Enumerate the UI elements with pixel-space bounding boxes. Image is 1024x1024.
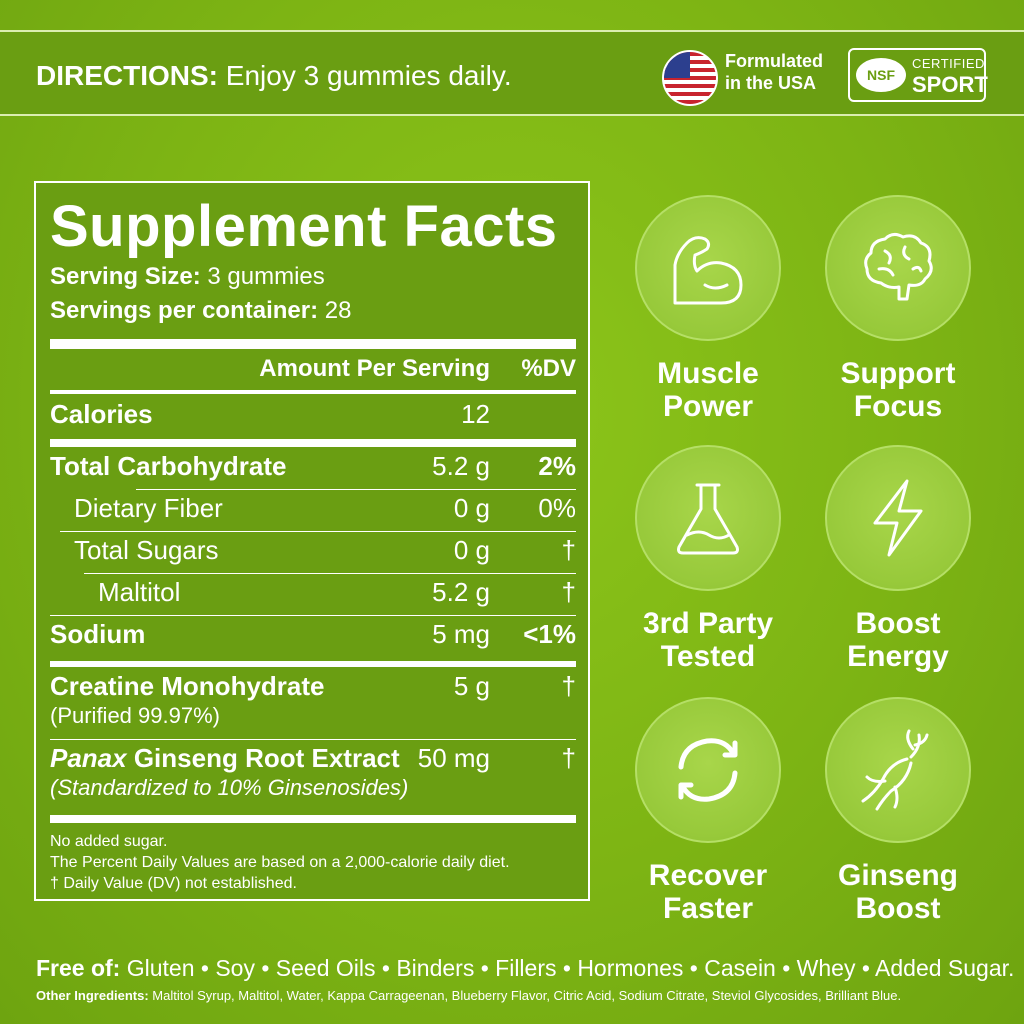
facts-row-total-carbohydrate: Total Carbohydrate 5.2 g 2% [50,451,576,481]
divider [60,531,576,532]
feature-boost-energy: Boost Energy [823,445,973,673]
divider [50,615,576,616]
lab-flask-icon [635,445,781,591]
other-ingredients: Other Ingredients: Maltitol Syrup, Malti… [36,988,902,1003]
us-flag-icon [662,50,718,106]
lightning-bolt-icon [825,445,971,591]
column-header-row: Amount Per Serving %DV [259,355,576,382]
recycle-arrows-icon [635,697,781,843]
thick-divider [50,339,576,349]
divider [136,489,576,490]
formulated-in-usa: Formulated in the USA [725,51,824,93]
divider [50,739,576,740]
facts-row-calories: Calories 12 [50,399,490,429]
brain-icon [825,195,971,341]
facts-row-creatine: Creatine Monohydrate (Purified 99.97%) 5… [50,671,576,728]
nsf-logo-icon: NSF [856,58,906,92]
facts-footnotes: No added sugar. The Percent Daily Values… [50,833,510,892]
facts-row-sodium: Sodium 5 mg <1% [50,619,576,649]
feature-muscle-power: Muscle Power [633,195,783,423]
supplement-facts-panel: Supplement Facts Serving Size: 3 gummies… [34,181,590,901]
facts-row-maltitol: Maltitol 5.2 g † [98,577,576,607]
feature-support-focus: Support Focus [823,195,973,423]
thick-divider [50,815,576,823]
facts-row-total-sugars: Total Sugars 0 g † [74,535,576,565]
thick-divider [50,661,576,667]
feature-ginseng-boost: Ginseng Boost [823,697,973,925]
servings-per-container: Servings per container: 28 [50,297,352,324]
muscle-arm-icon [635,195,781,341]
serving-size: Serving Size: 3 gummies [50,263,325,290]
top-banner: DIRECTIONS: Enjoy 3 gummies daily. Formu… [0,30,1024,116]
feature-third-party-tested: 3rd Party Tested [633,445,783,673]
free-of-list: Free of: Gluten • Soy • Seed Oils • Bind… [36,955,1015,981]
thick-divider [50,439,576,447]
directions-text: DIRECTIONS: Enjoy 3 gummies daily. [36,60,512,91]
nsf-certified-sport-badge: NSF CERTIFIED SPORT [848,48,988,102]
facts-row-dietary-fiber: Dietary Fiber 0 g 0% [74,493,576,523]
supplement-facts-title: Supplement Facts [50,194,558,259]
divider [50,390,576,394]
divider [84,573,576,574]
feature-recover-faster: Recover Faster [633,697,783,925]
facts-row-ginseng: Panax Ginseng Root Extract (Standardized… [50,743,576,800]
ginseng-root-icon [825,697,971,843]
